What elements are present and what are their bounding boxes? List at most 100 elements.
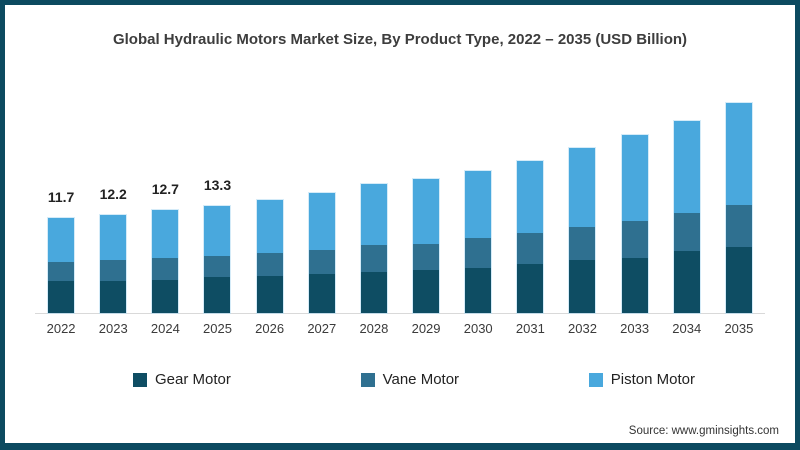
bar-segment-piston-motor[interactable] bbox=[204, 206, 231, 256]
bar-column bbox=[713, 74, 765, 313]
legend-item-vane-motor[interactable]: Vane Motor bbox=[360, 371, 460, 388]
bar-segment-gear-motor[interactable] bbox=[256, 276, 283, 313]
bar-segment-vane-motor[interactable] bbox=[621, 221, 648, 258]
bar-column bbox=[244, 171, 296, 313]
bar-segment-vane-motor[interactable] bbox=[569, 227, 596, 260]
x-axis-label: 2034 bbox=[672, 321, 702, 336]
bar-segment-gear-motor[interactable] bbox=[308, 274, 335, 313]
bar-column bbox=[348, 155, 400, 313]
x-axis-label: 2023 bbox=[98, 321, 128, 336]
x-axis-label: 2029 bbox=[411, 321, 441, 336]
bar-segment-vane-motor[interactable] bbox=[152, 258, 179, 280]
legend-item-gear-motor[interactable]: Gear Motor bbox=[133, 371, 231, 388]
stacked-bar-2029[interactable] bbox=[413, 179, 440, 313]
x-axis-labels: 2022 2023 2024 2025 2026 2027 2028 2029 2030 2031… bbox=[35, 314, 765, 336]
bar-total-label: 12.7 bbox=[151, 181, 179, 197]
bar-segment-gear-motor[interactable] bbox=[517, 264, 544, 313]
stacked-bar-2034[interactable] bbox=[673, 121, 700, 313]
bar-column: 11.7 bbox=[35, 189, 87, 313]
stacked-bar-2022[interactable] bbox=[48, 218, 75, 313]
bar-segment-gear-motor[interactable] bbox=[413, 270, 440, 313]
bar-segment-gear-motor[interactable] bbox=[673, 251, 700, 313]
bar-segment-vane-motor[interactable] bbox=[360, 245, 387, 272]
legend: Gear Motor Vane Motor Piston Motor bbox=[133, 371, 695, 388]
stacked-bar-2027[interactable] bbox=[308, 193, 335, 313]
bar-segment-gear-motor[interactable] bbox=[360, 272, 387, 313]
x-axis-label: 2033 bbox=[620, 321, 650, 336]
x-axis-label: 2027 bbox=[307, 321, 337, 336]
stacked-bar-2023[interactable] bbox=[100, 215, 127, 313]
bar-total-label: 12.2 bbox=[99, 186, 127, 202]
stacked-bar-2033[interactable] bbox=[621, 135, 648, 313]
bar-segment-piston-motor[interactable] bbox=[517, 161, 544, 233]
bar-segment-vane-motor[interactable] bbox=[517, 233, 544, 264]
bar-segment-gear-motor[interactable] bbox=[725, 247, 752, 313]
stacked-bar-2031[interactable] bbox=[517, 161, 544, 313]
stacked-bar-2032[interactable] bbox=[569, 148, 596, 313]
vane-motor-swatch-icon bbox=[360, 372, 375, 387]
bar-segment-gear-motor[interactable] bbox=[204, 277, 231, 313]
bar-segment-piston-motor[interactable] bbox=[48, 218, 75, 262]
x-axis-label: 2032 bbox=[568, 321, 597, 336]
bar-segment-vane-motor[interactable] bbox=[256, 253, 283, 276]
stacked-bar-2035[interactable] bbox=[725, 103, 752, 313]
x-axis-label: 2022 bbox=[46, 321, 76, 336]
x-axis-label: 2030 bbox=[463, 321, 493, 336]
bar-column bbox=[504, 132, 556, 313]
bar-segment-vane-motor[interactable] bbox=[100, 260, 127, 281]
bar-segment-piston-motor[interactable] bbox=[673, 121, 700, 213]
bar-segment-vane-motor[interactable] bbox=[204, 256, 231, 277]
bar-segment-vane-motor[interactable] bbox=[673, 213, 700, 251]
bar-column: 12.2 bbox=[87, 186, 139, 313]
stacked-bar-2028[interactable] bbox=[360, 184, 387, 313]
legend-item-piston-motor[interactable]: Piston Motor bbox=[588, 371, 695, 388]
bar-segment-piston-motor[interactable] bbox=[256, 200, 283, 253]
bar-segment-piston-motor[interactable] bbox=[413, 179, 440, 244]
bar-column bbox=[609, 106, 661, 313]
bar-column bbox=[400, 150, 452, 313]
bar-segment-gear-motor[interactable] bbox=[100, 281, 127, 313]
bar-column bbox=[556, 119, 608, 313]
bar-segment-gear-motor[interactable] bbox=[569, 260, 596, 313]
bar-segment-gear-motor[interactable] bbox=[48, 281, 75, 313]
x-axis-label: 2031 bbox=[515, 321, 545, 336]
x-axis-label: 2028 bbox=[359, 321, 389, 336]
stacked-bar-2026[interactable] bbox=[256, 200, 283, 313]
bar-column: 13.3 bbox=[191, 177, 243, 313]
gear-motor-swatch-icon bbox=[133, 372, 147, 387]
bar-segment-vane-motor[interactable] bbox=[465, 238, 492, 268]
legend-label: Vane Motor bbox=[382, 371, 460, 388]
bar-segment-vane-motor[interactable] bbox=[725, 205, 752, 247]
bar-segment-piston-motor[interactable] bbox=[360, 184, 387, 245]
bar-segment-vane-motor[interactable] bbox=[413, 244, 440, 270]
bar-segment-piston-motor[interactable] bbox=[465, 171, 492, 238]
bar-total-label: 13.3 bbox=[203, 177, 232, 193]
bar-segment-piston-motor[interactable] bbox=[308, 193, 335, 250]
bar-segment-gear-motor[interactable] bbox=[152, 280, 179, 313]
stacked-bar-2030[interactable] bbox=[465, 171, 492, 313]
bar-segment-piston-motor[interactable] bbox=[621, 135, 648, 221]
bar-segment-gear-motor[interactable] bbox=[465, 268, 492, 313]
bar-total-label: 11.7 bbox=[47, 189, 75, 205]
stacked-bar-2025[interactable] bbox=[204, 206, 231, 313]
bar-column bbox=[661, 92, 713, 313]
bar-column: 12.7 bbox=[139, 181, 191, 313]
source-attribution: Source: www.gminsights.com bbox=[628, 425, 779, 437]
plot-area: 11.7 12.2 12.7 13.3 bbox=[35, 74, 765, 314]
x-axis-label: 2035 bbox=[724, 321, 754, 336]
bar-segment-piston-motor[interactable] bbox=[569, 148, 596, 227]
bar-segment-vane-motor[interactable] bbox=[48, 262, 75, 281]
bar-segment-piston-motor[interactable] bbox=[152, 210, 179, 258]
legend-label: Gear Motor bbox=[155, 371, 231, 388]
bar-segment-piston-motor[interactable] bbox=[100, 215, 127, 260]
stacked-bar-2024[interactable] bbox=[152, 210, 179, 313]
bar-segment-piston-motor[interactable] bbox=[725, 103, 752, 205]
bar-column bbox=[452, 142, 504, 313]
bar-segment-vane-motor[interactable] bbox=[308, 250, 335, 274]
bar-segment-gear-motor[interactable] bbox=[621, 258, 648, 313]
x-axis-label: 2026 bbox=[255, 321, 285, 336]
piston-motor-swatch-icon bbox=[588, 372, 603, 387]
legend-label: Piston Motor bbox=[610, 371, 695, 388]
x-axis-label: 2024 bbox=[150, 321, 180, 336]
